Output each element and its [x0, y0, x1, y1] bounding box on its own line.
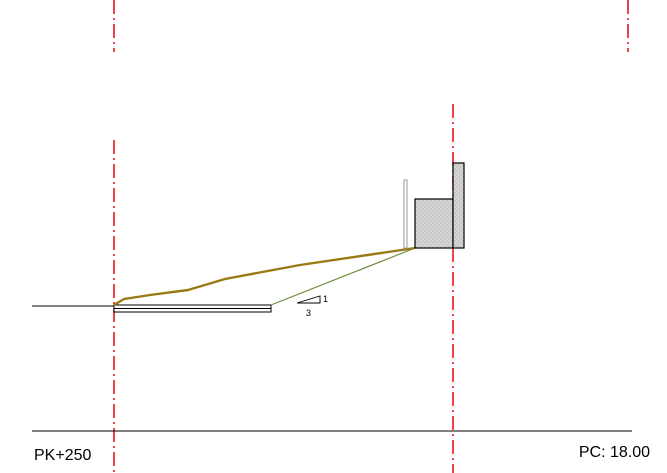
terrain-profile	[113, 246, 416, 307]
retaining-wall	[414, 198, 454, 249]
slope-line	[270, 247, 416, 306]
slope-run-label: 3	[306, 308, 311, 318]
barrier-post	[403, 179, 408, 249]
slope-indicator-icon	[296, 295, 321, 304]
slope-rise-label: 1	[323, 294, 328, 304]
station-label: PK+250	[34, 447, 92, 464]
retaining-wall-stem	[452, 162, 465, 249]
elevation-label: PC: 18.00	[578, 444, 650, 461]
